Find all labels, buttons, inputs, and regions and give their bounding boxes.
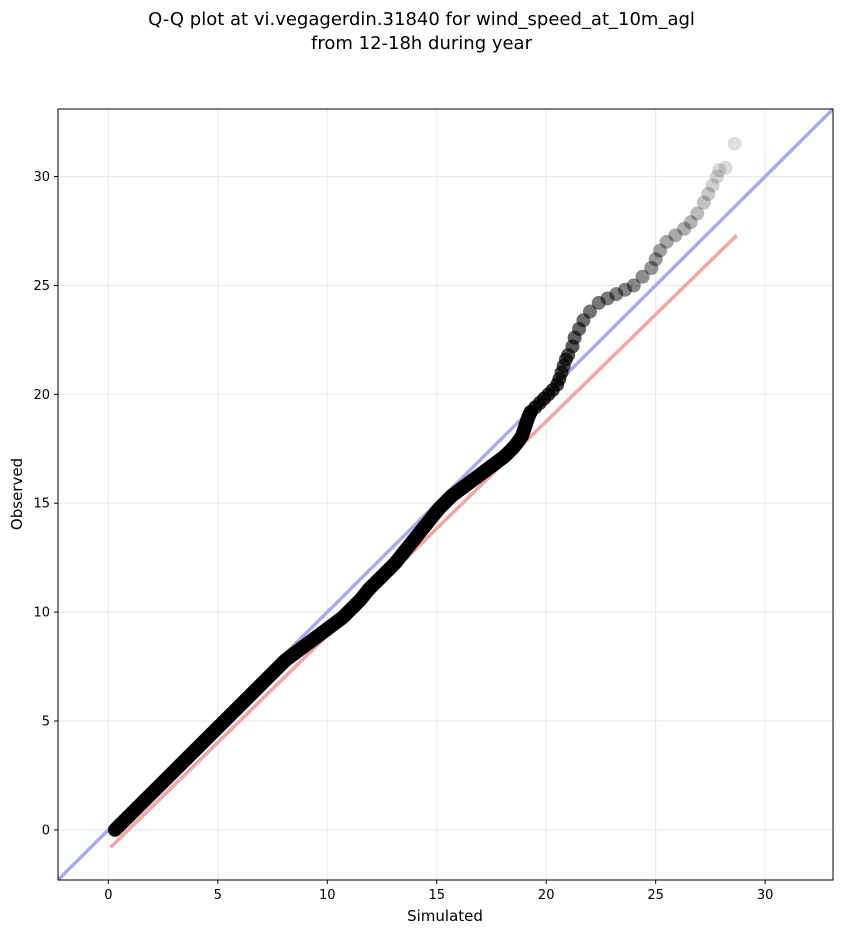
- x-tick-label: 15: [428, 888, 445, 903]
- x-tick-label: 20: [538, 888, 555, 903]
- x-tick-label: 0: [104, 888, 112, 903]
- chart-title-line2: from 12-18h during year: [311, 33, 532, 54]
- x-tick-label: 10: [319, 888, 336, 903]
- chart-title-line1: Q-Q plot at vi.vegagerdin.31840 for wind…: [148, 9, 695, 30]
- scatter-point: [582, 304, 597, 319]
- scatter-point: [705, 178, 720, 193]
- scatter-point: [701, 186, 716, 201]
- y-tick-label: 25: [33, 279, 50, 294]
- scatter-point: [727, 136, 742, 151]
- y-tick-label: 10: [33, 606, 50, 621]
- y-tick-label: 30: [33, 170, 50, 185]
- chart-title: Q-Q plot at vi.vegagerdin.31840 for wind…: [0, 8, 843, 56]
- y-tick-label: 0: [42, 823, 50, 838]
- scatter-point: [668, 228, 683, 243]
- y-tick-label: 20: [33, 388, 50, 403]
- scatter-point: [618, 282, 633, 297]
- scatter-point: [609, 287, 624, 302]
- y-axis-label: Observed: [8, 458, 26, 530]
- scatter-point: [648, 252, 663, 267]
- y-tick-label: 5: [42, 715, 50, 730]
- scatter-point: [712, 162, 727, 177]
- scatter-point: [709, 169, 724, 184]
- scatter-point: [696, 195, 711, 210]
- x-tick-label: 25: [647, 888, 664, 903]
- scatter-point: [683, 215, 698, 230]
- y-axis-ticks: 0 5 10 15 20 25 30: [33, 170, 58, 838]
- scatter-point: [659, 234, 674, 249]
- scatter-points: [107, 136, 742, 837]
- plot-area: [58, 109, 833, 880]
- scatter-point: [635, 269, 650, 284]
- x-tick-label: 5: [214, 888, 222, 903]
- scatter-point: [690, 206, 705, 221]
- scatter-point: [718, 160, 733, 175]
- x-axis-ticks: 0 5 10 15 20 25 30: [104, 880, 773, 903]
- x-axis-label: Simulated: [407, 907, 483, 925]
- scatter-point: [677, 221, 692, 236]
- y-tick-label: 15: [33, 497, 50, 512]
- scatter-point: [644, 260, 659, 275]
- scatter-point: [523, 405, 538, 420]
- fit-line: [109, 234, 738, 849]
- plot-frame: [57, 108, 834, 881]
- scatter-point: [653, 243, 668, 258]
- scatter-point: [626, 278, 641, 293]
- x-tick-label: 30: [757, 888, 774, 903]
